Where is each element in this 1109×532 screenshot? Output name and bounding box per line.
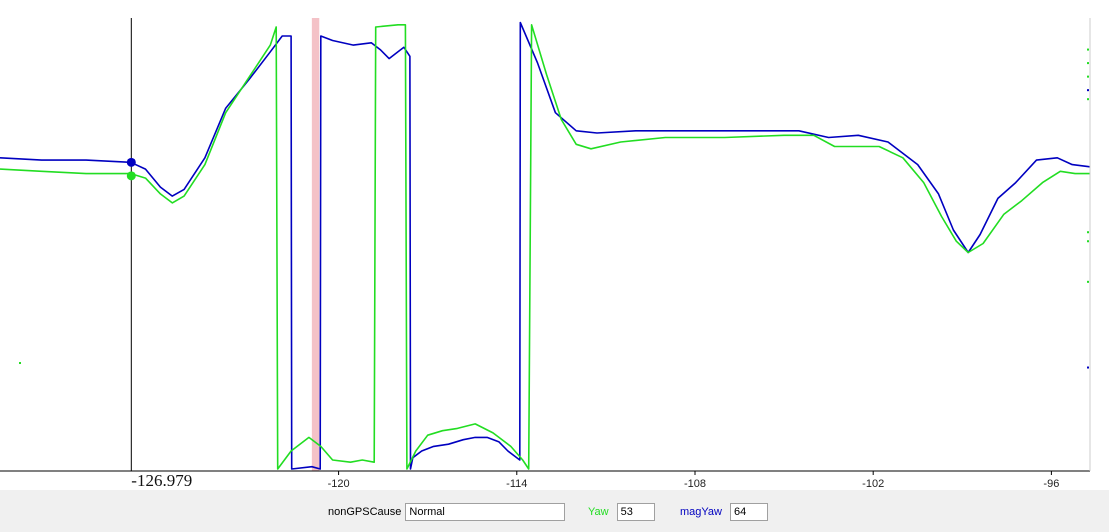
plot-area[interactable]: -120 -114 -108 -102 -96 -126.979 bbox=[0, 0, 1109, 490]
series-line-magyaw bbox=[0, 21, 1091, 470]
magyaw-label: magYaw bbox=[680, 506, 722, 518]
edge-tick-right-5 bbox=[1087, 231, 1089, 234]
series-line-yaw bbox=[0, 24, 1090, 470]
edge-tick-right-0 bbox=[1087, 48, 1089, 51]
edge-tick-left-0 bbox=[19, 362, 21, 365]
yaw-group: Yaw 53 bbox=[588, 502, 655, 522]
edge-tick-right-4 bbox=[1087, 98, 1089, 101]
edge-tick-right-6 bbox=[1087, 240, 1089, 243]
x-tick-label: -120 bbox=[328, 478, 350, 490]
highlight-band bbox=[311, 18, 320, 471]
yaw-field[interactable]: 53 bbox=[616, 503, 655, 521]
edge-tick-right-8 bbox=[1087, 366, 1089, 369]
x-tick-label: -114 bbox=[506, 478, 527, 490]
cursor-value-label: -126.979 bbox=[131, 471, 192, 490]
nongps-cause-label: nonGPSCause bbox=[328, 506, 402, 518]
yaw-label: Yaw bbox=[588, 506, 609, 518]
magyaw-group: magYaw 64 bbox=[680, 502, 768, 522]
x-tick-label: -108 bbox=[684, 478, 706, 490]
x-tick-label: -96 bbox=[1043, 478, 1059, 490]
edge-tick-right-7 bbox=[1087, 280, 1089, 283]
line-chart[interactable]: -120 -114 -108 -102 -96 -126.979 bbox=[0, 0, 1109, 490]
edge-tick-right-3 bbox=[1087, 89, 1089, 92]
cursor-marker-yaw bbox=[126, 171, 136, 181]
nongps-cause-field[interactable]: Normal bbox=[405, 503, 566, 521]
cursor-marker-magyaw bbox=[126, 157, 136, 167]
magyaw-field[interactable]: 64 bbox=[729, 503, 768, 521]
nongps-cause-group: nonGPSCause Normal bbox=[328, 502, 566, 522]
status-footer: nonGPSCause Normal Yaw 53 magYaw 64 bbox=[0, 490, 1109, 532]
x-tick-label: -102 bbox=[862, 478, 884, 490]
edge-tick-right-1 bbox=[1087, 62, 1089, 65]
edge-tick-right-2 bbox=[1087, 75, 1089, 78]
